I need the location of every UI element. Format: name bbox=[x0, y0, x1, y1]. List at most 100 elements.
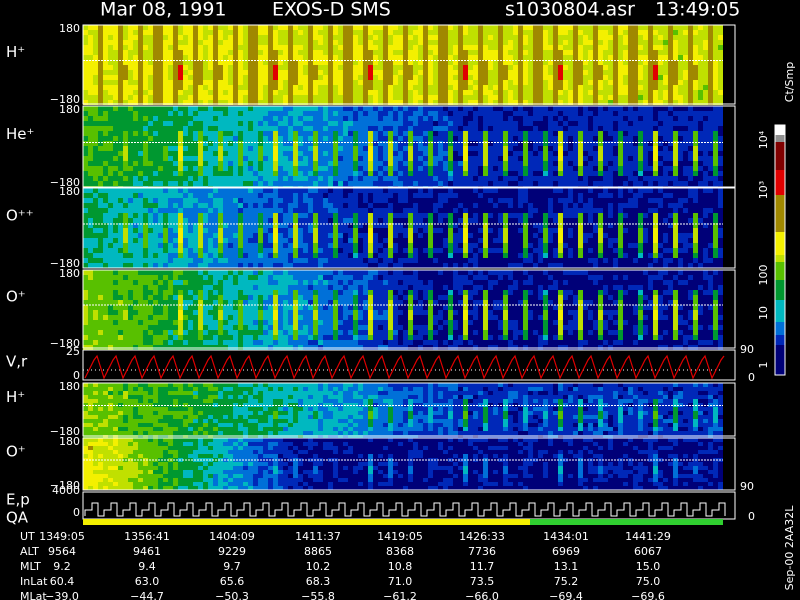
spectrogram-cell bbox=[293, 223, 298, 228]
spectrogram-cell bbox=[683, 106, 688, 111]
spectrogram-cell bbox=[578, 40, 583, 45]
spectrogram-cell bbox=[503, 181, 508, 186]
spectrogram-cell bbox=[168, 40, 173, 45]
spectrogram-cell bbox=[303, 208, 308, 213]
spectrogram-cell bbox=[713, 80, 718, 85]
spectrogram-cell bbox=[188, 136, 193, 141]
spectrogram-cell bbox=[498, 40, 503, 45]
spectrogram-cell bbox=[173, 181, 178, 186]
spectrogram-cell bbox=[318, 176, 323, 181]
spectrogram-cell bbox=[223, 263, 228, 268]
spectrogram-cell bbox=[643, 60, 648, 65]
spectrogram-cell bbox=[403, 25, 408, 30]
spectrogram-cell bbox=[293, 40, 298, 45]
spectrogram-cell bbox=[543, 30, 548, 35]
spectrogram-cell bbox=[488, 141, 493, 146]
spectrogram-cell bbox=[293, 213, 298, 218]
spectrogram-cell bbox=[133, 258, 138, 263]
spectrogram-cell bbox=[533, 116, 538, 121]
spectrogram-cell bbox=[268, 243, 273, 248]
spectrogram-cell bbox=[678, 40, 683, 45]
spectrogram-cell bbox=[563, 30, 568, 35]
spectrogram-cell bbox=[273, 258, 278, 263]
spectrogram-cell bbox=[543, 70, 548, 75]
spectrogram-cell bbox=[383, 45, 388, 50]
spectrogram-cell bbox=[248, 238, 253, 243]
spectrogram-cell bbox=[438, 90, 443, 95]
spectrogram-cell bbox=[443, 151, 448, 156]
spectrogram-cell bbox=[198, 258, 203, 263]
spectrogram-cell bbox=[183, 45, 188, 50]
spectrogram-cell bbox=[308, 233, 313, 238]
spectrogram-cell bbox=[138, 208, 143, 213]
spectrogram-cell bbox=[288, 65, 293, 70]
spectrogram-cell bbox=[688, 45, 693, 50]
spectrogram-cell bbox=[328, 90, 333, 95]
spectrogram-cell bbox=[323, 55, 328, 60]
spectrogram-cell bbox=[103, 30, 108, 35]
spectrogram-cell bbox=[533, 65, 538, 70]
spectrogram-cell bbox=[583, 176, 588, 181]
spectrogram-cell bbox=[588, 30, 593, 35]
spectrogram-cell bbox=[543, 106, 548, 111]
spectrogram-cell bbox=[363, 121, 368, 126]
spectrogram-cell bbox=[468, 106, 473, 111]
spectrogram-cell bbox=[218, 218, 223, 223]
spectrogram-cell bbox=[233, 263, 238, 268]
spectrogram-cell bbox=[193, 100, 198, 105]
spectrogram-cell bbox=[228, 35, 233, 40]
spectrogram-cell bbox=[218, 248, 223, 253]
spectrogram-cell bbox=[298, 95, 303, 100]
spectrogram-cell bbox=[288, 131, 293, 136]
spectrogram-cell bbox=[163, 30, 168, 35]
spectrogram-cell bbox=[228, 141, 233, 146]
spectrogram-cell bbox=[708, 146, 713, 151]
spectrogram-cell bbox=[123, 233, 128, 238]
spectrogram-cell bbox=[293, 30, 298, 35]
spectrogram-cell bbox=[508, 50, 513, 55]
spectrogram-cell bbox=[368, 156, 373, 161]
spectrogram-cell bbox=[128, 111, 133, 116]
spectrogram-cell bbox=[348, 166, 353, 171]
spectrogram-cell bbox=[228, 111, 233, 116]
spectrogram-cell bbox=[628, 90, 633, 95]
spectrogram-cell bbox=[703, 141, 708, 146]
spectrogram-cell bbox=[718, 126, 723, 131]
spectrogram-cell bbox=[708, 65, 713, 70]
spectrogram-cell bbox=[263, 176, 268, 181]
spectrogram-cell bbox=[483, 95, 488, 100]
spectrogram-cell bbox=[88, 116, 93, 121]
spectrogram-cell bbox=[153, 55, 158, 60]
spectrogram-cell bbox=[513, 85, 518, 90]
spectrogram-cell bbox=[628, 95, 633, 100]
spectrogram-cell bbox=[173, 116, 178, 121]
spectrogram-cell bbox=[633, 50, 638, 55]
spectrogram-cell bbox=[563, 106, 568, 111]
spectrogram-cell bbox=[148, 136, 153, 141]
spectrogram-cell bbox=[208, 181, 213, 186]
spectrogram-cell bbox=[643, 166, 648, 171]
spectrogram-cell bbox=[453, 65, 458, 70]
spectrogram-cell bbox=[98, 258, 103, 263]
spectrogram-cell bbox=[488, 25, 493, 30]
spectrogram-cell bbox=[178, 121, 183, 126]
spectrogram-cell bbox=[108, 65, 113, 70]
spectrogram-cell bbox=[283, 60, 288, 65]
spectrogram-cell bbox=[103, 45, 108, 50]
spectrogram-cell bbox=[688, 85, 693, 90]
spectrogram-cell bbox=[333, 116, 338, 121]
spectrogram-cell bbox=[673, 50, 678, 55]
spectrogram-cell bbox=[173, 176, 178, 181]
spectrogram-cell bbox=[248, 60, 253, 65]
spectrogram-cell bbox=[263, 100, 268, 105]
spectrogram-cell bbox=[478, 40, 483, 45]
spectrogram-cell bbox=[108, 263, 113, 268]
spectrogram-cell bbox=[523, 35, 528, 40]
spectrogram-cell bbox=[238, 156, 243, 161]
spectrogram-cell bbox=[178, 70, 183, 75]
spectrogram-cell bbox=[623, 171, 628, 176]
spectrogram-cell bbox=[238, 171, 243, 176]
spectrogram-cell bbox=[208, 166, 213, 171]
spectrogram-cell bbox=[363, 106, 368, 111]
spectrogram-cell bbox=[538, 126, 543, 131]
